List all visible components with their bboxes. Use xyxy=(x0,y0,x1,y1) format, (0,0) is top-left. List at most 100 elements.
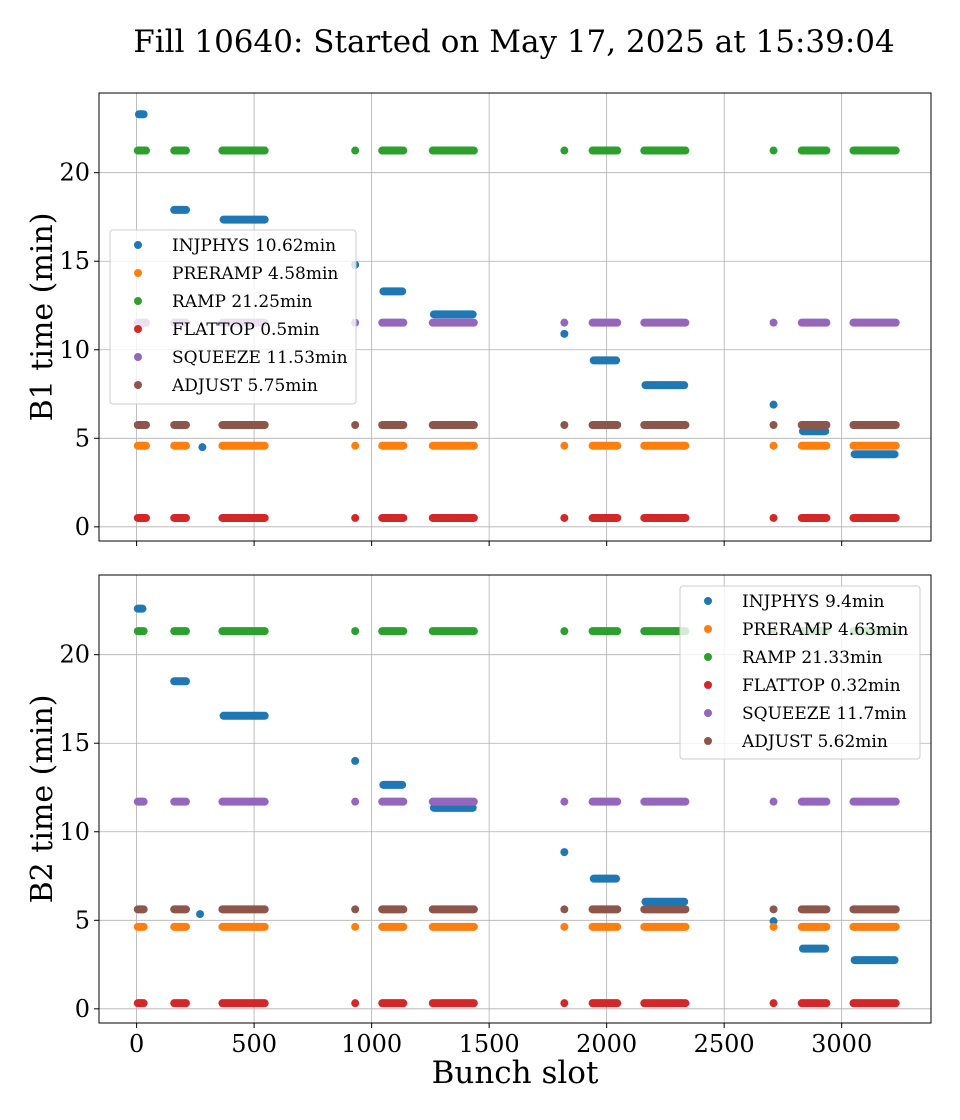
data-point-ramp xyxy=(560,146,569,155)
data-point-ramp xyxy=(351,627,360,636)
legend-label-squeeze: SQUEEZE 11.53min xyxy=(172,348,348,368)
data-run-adjust xyxy=(588,421,622,430)
data-point-squeeze xyxy=(769,318,778,327)
scatter-points xyxy=(133,604,900,1008)
legend-marker-squeeze xyxy=(134,353,142,361)
data-point-flattop xyxy=(560,999,569,1008)
figure-title: Fill 10640: Started on May 17, 2025 at 1… xyxy=(133,24,895,60)
data-run-squeeze xyxy=(640,318,690,327)
data-point-injphys xyxy=(560,848,569,857)
data-run-injphys xyxy=(379,780,407,789)
data-run-ramp xyxy=(133,627,148,636)
data-run-preramp xyxy=(428,922,478,931)
data-run-preramp xyxy=(849,922,900,931)
data-run-squeeze xyxy=(378,797,408,806)
data-point-preramp xyxy=(560,441,569,450)
data-run-adjust xyxy=(133,421,151,430)
data-run-flattop xyxy=(588,513,622,522)
data-run-squeeze xyxy=(797,318,831,327)
legend-marker-preramp xyxy=(704,625,712,633)
x-tick-label: 500 xyxy=(231,1030,277,1058)
data-run-injphys xyxy=(134,110,148,119)
data-run-injphys xyxy=(133,604,147,613)
data-run-injphys xyxy=(219,711,269,720)
legend-marker-flattop xyxy=(134,325,142,333)
y-tick-label: 5 xyxy=(75,424,90,452)
data-point-adjust xyxy=(351,905,360,914)
data-point-injphys xyxy=(769,917,778,926)
y-tick-label: 5 xyxy=(75,906,90,934)
data-run-preramp xyxy=(797,922,831,931)
data-run-flattop xyxy=(378,999,408,1008)
legend: INJPHYS 10.62min PRERAMP 4.58min RAMP 21.2… xyxy=(109,229,357,405)
y-tick-label: 20 xyxy=(59,641,90,669)
data-run-preramp xyxy=(797,441,831,450)
data-run-ramp xyxy=(588,627,622,636)
y-tick-label: 10 xyxy=(59,336,90,364)
legend-marker-injphys xyxy=(134,241,142,249)
data-run-adjust xyxy=(640,421,690,430)
data-run-preramp xyxy=(378,441,408,450)
data-point-injphys xyxy=(196,910,205,919)
data-run-preramp xyxy=(588,922,622,931)
data-point-injphys xyxy=(560,329,569,338)
data-point-adjust xyxy=(351,421,360,430)
data-run-preramp xyxy=(378,922,408,931)
data-run-ramp xyxy=(378,146,408,155)
legend-marker-flattop xyxy=(704,681,712,689)
x-tick-label: 2000 xyxy=(576,1030,637,1058)
data-run-injphys xyxy=(589,356,621,365)
legend: INJPHYS 9.4min PRERAMP 4.63min RAMP 21.33m… xyxy=(679,585,921,760)
legend-label-preramp: PRERAMP 4.58min xyxy=(172,264,338,284)
data-run-preramp xyxy=(640,922,690,931)
b1-panel: 0 5 10 15 20 B1 time (min) INJPHYS 10.62min PRE… xyxy=(25,92,932,546)
data-run-adjust xyxy=(640,905,690,914)
legend-label-flattop: FLATTOP 0.32min xyxy=(742,676,901,696)
data-run-flattop xyxy=(218,999,269,1008)
data-run-adjust xyxy=(133,905,148,914)
data-run-ramp xyxy=(640,627,690,636)
data-point-flattop xyxy=(769,513,778,522)
y-axis-label: B2 time (min) xyxy=(25,695,60,904)
x-tick-label: 3000 xyxy=(811,1030,872,1058)
data-run-preramp xyxy=(133,922,148,931)
data-run-adjust xyxy=(797,421,831,430)
data-run-adjust xyxy=(170,905,190,914)
data-run-ramp xyxy=(797,146,831,155)
data-run-injphys xyxy=(429,310,477,319)
data-run-injphys xyxy=(798,427,830,436)
data-run-ramp xyxy=(218,627,269,636)
legend-label-adjust: ADJUST 5.75min xyxy=(171,376,318,396)
x-tick-label: 1000 xyxy=(341,1030,402,1058)
data-run-ramp xyxy=(849,146,900,155)
data-point-adjust xyxy=(560,905,569,914)
data-point-injphys xyxy=(198,443,207,452)
data-run-flattop xyxy=(378,513,408,522)
data-run-squeeze xyxy=(588,797,622,806)
data-run-adjust xyxy=(170,421,190,430)
data-run-adjust xyxy=(428,905,478,914)
data-point-squeeze xyxy=(560,797,569,806)
data-run-ramp xyxy=(170,146,190,155)
data-point-ramp xyxy=(769,146,778,155)
legend-label-injphys: INJPHYS 9.4min xyxy=(742,592,885,612)
axes-frame xyxy=(98,92,932,542)
legend-label-adjust: ADJUST 5.62min xyxy=(741,732,888,752)
data-run-flattop xyxy=(170,513,190,522)
data-point-preramp xyxy=(769,441,778,450)
data-run-preramp xyxy=(640,441,690,450)
data-point-injphys xyxy=(769,400,778,409)
data-run-flattop xyxy=(588,999,622,1008)
legend-marker-ramp xyxy=(704,653,712,661)
data-point-flattop xyxy=(351,513,360,522)
legend-label-squeeze: SQUEEZE 11.7min xyxy=(742,704,907,724)
data-run-injphys xyxy=(170,677,190,686)
data-run-adjust xyxy=(218,421,269,430)
legend-marker-preramp xyxy=(134,269,142,277)
data-run-flattop xyxy=(849,513,900,522)
data-run-ramp xyxy=(428,146,478,155)
y-axis-label: B1 time (min) xyxy=(25,213,60,422)
data-run-ramp xyxy=(640,146,690,155)
x-axis-label: Bunch slot xyxy=(432,1055,599,1091)
